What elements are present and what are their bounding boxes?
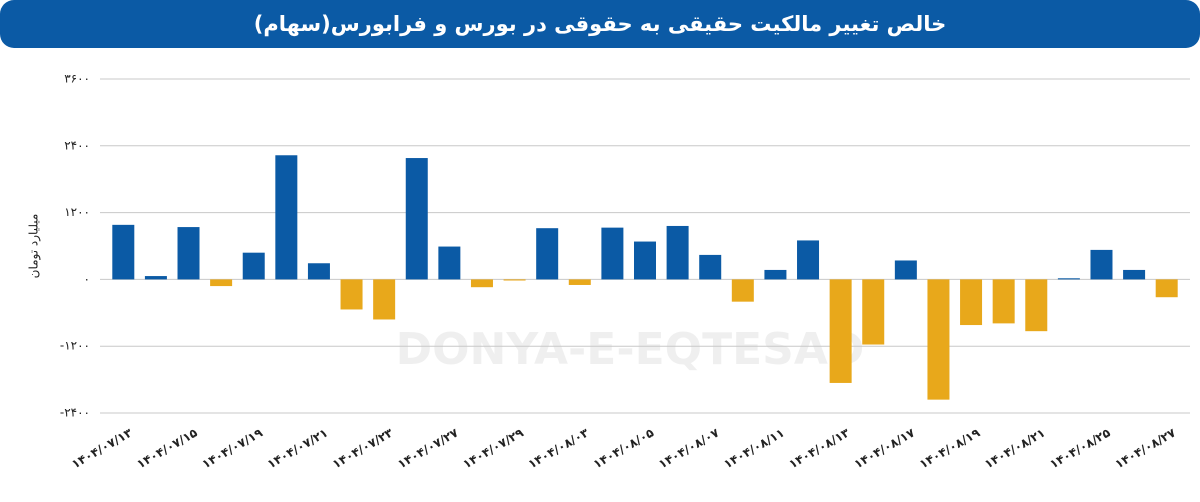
bar [1090,249,1113,280]
bar [699,254,722,280]
bar [960,279,983,326]
y-tick-label: -۱۲۰۰ [60,339,90,353]
bar [373,279,396,320]
bar [438,246,461,280]
bar [1025,279,1048,332]
y-tick-label: ۱۲۰۰ [64,205,90,219]
bar [177,227,200,280]
bar [275,155,298,280]
bar [210,279,233,287]
bar [307,263,330,280]
bar [1155,279,1178,298]
bar [470,279,493,288]
bar [405,158,428,280]
y-tick-label: ۲۴۰۰ [64,138,90,152]
bar [1057,278,1080,280]
bar [666,225,689,280]
bar [927,279,950,400]
watermark: DONYA-E-EQTESAD [396,324,865,375]
y-axis-title: میلیارد تومان [27,214,42,279]
bar [112,224,135,280]
bar [568,279,591,285]
bar [829,279,852,383]
bar [144,276,167,280]
bar [536,228,559,280]
bar [242,252,265,280]
bar [992,279,1015,324]
y-tick-label: ۰ [84,272,90,286]
bar [601,227,624,280]
bar [503,279,526,281]
chart-title: خالص تغییر مالکیت حقیقی به حقوقی در بورس… [254,12,946,36]
bar [1123,269,1146,280]
bar [894,260,917,280]
y-tick-label: ۳۶۰۰ [64,72,90,86]
bar [764,269,787,280]
bar [634,241,656,280]
bar [797,240,820,280]
bar [731,279,754,302]
header-bar [0,0,1200,48]
bar [340,279,363,310]
y-tick-label: -۲۴۰۰ [60,406,90,420]
bar [862,279,885,345]
